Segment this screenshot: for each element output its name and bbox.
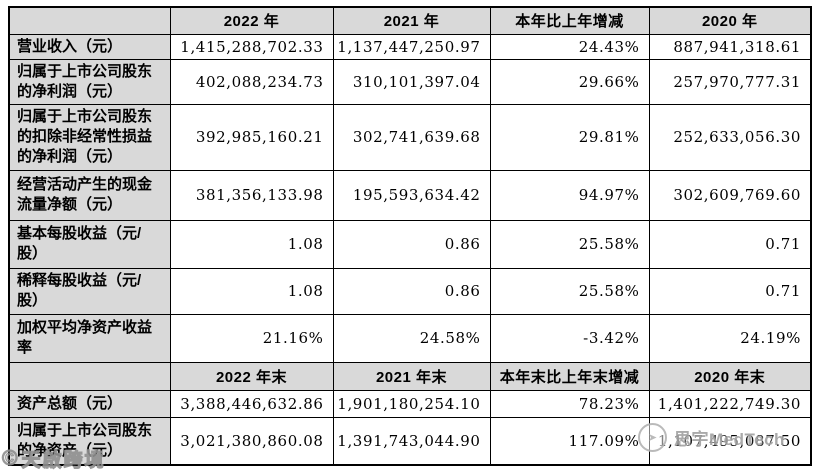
value-cell-2022: 3,388,446,632.86	[169, 389, 334, 418]
column-header: 2022 年末	[169, 361, 334, 391]
change-cell: 25.58%	[489, 267, 650, 315]
value-cell-2022: 21.16%	[169, 313, 334, 363]
row-label-cell: 归属于上市公司股东的净利润（元）	[8, 58, 171, 105]
value-cell-2022: 381,356,133.98	[169, 169, 334, 221]
table-row: 归属于上市公司股东的净资产（元） 3,021,380,860.08 1,391,74…	[8, 416, 812, 466]
row-label-cell: 经营活动产生的现金流量净额（元）	[8, 169, 171, 221]
value-cell-2020: 1,401,222,749.30	[648, 389, 812, 418]
row-label-cell: 归属于上市公司股东的净资产（元）	[8, 416, 171, 466]
table-row: 加权平均净资产收益率 21.16% 24.58% -3.42% 24.19%	[8, 313, 812, 363]
table-row: 稀释每股收益（元/股） 1.08 0.86 25.58% 0.71	[8, 267, 812, 315]
value-cell-2021: 1,901,180,254.10	[332, 389, 491, 418]
value-cell-2020: 1,107,495,087.50	[648, 416, 812, 466]
change-cell: 78.23%	[489, 389, 650, 418]
row-label-cell: 稀释每股收益（元/股）	[8, 267, 171, 315]
column-header: 本年比上年增减	[489, 6, 650, 35]
value-cell-2021: 302,741,639.68	[332, 103, 491, 171]
section2-header-row: 2022 年末 2021 年末 本年末比上年末增减 2020 年末	[8, 361, 812, 391]
column-header: 2021 年末	[332, 361, 491, 391]
change-cell: 94.97%	[489, 169, 650, 221]
change-cell: 29.66%	[489, 58, 650, 105]
value-cell-2021: 0.86	[332, 219, 491, 269]
value-cell-2020: 0.71	[648, 219, 812, 269]
table-row: 营业收入（元） 1,415,288,702.33 1,137,447,250.97 2…	[8, 33, 812, 60]
change-cell: 29.81%	[489, 103, 650, 171]
value-cell-2022: 1.08	[169, 219, 334, 269]
table-row: 资产总额（元） 3,388,446,632.86 1,901,180,254.10 7…	[8, 389, 812, 418]
column-header: 2022 年	[169, 6, 334, 35]
value-cell-2022: 1.08	[169, 267, 334, 315]
value-cell-2021: 1,137,447,250.97	[332, 33, 491, 60]
value-cell-2021: 195,593,634.42	[332, 169, 491, 221]
column-header: 2020 年	[648, 6, 812, 35]
value-cell-2022: 392,985,160.21	[169, 103, 334, 171]
value-cell-2022: 1,415,288,702.33	[169, 33, 334, 60]
financial-summary-table: 2022 年 2021 年本年比上年增减 2020 年营业收入（元） 1,415,28…	[8, 6, 812, 466]
value-cell-2020: 257,970,777.31	[648, 58, 812, 105]
value-cell-2021: 310,101,397.04	[332, 58, 491, 105]
column-header: 2020 年末	[648, 361, 812, 391]
row-label-cell: 基本每股收益（元/股）	[8, 219, 171, 269]
value-cell-2020: 887,941,318.61	[648, 33, 812, 60]
value-cell-2020: 24.19%	[648, 313, 812, 363]
row-label-cell: 资产总额（元）	[8, 389, 171, 418]
value-cell-2022: 3,021,380,860.08	[169, 416, 334, 466]
value-cell-2021: 24.58%	[332, 313, 491, 363]
change-cell: 24.43%	[489, 33, 650, 60]
change-cell: 117.09%	[489, 416, 650, 466]
column-header	[8, 361, 171, 391]
column-header: 2021 年	[332, 6, 491, 35]
change-cell: 25.58%	[489, 219, 650, 269]
table-row: 归属于上市公司股东的扣除非经常性损益的净利润（元） 392,985,160.21 3…	[8, 103, 812, 171]
value-cell-2022: 402,088,234.73	[169, 58, 334, 105]
section1-header-row: 2022 年 2021 年本年比上年增减 2020 年	[8, 6, 812, 35]
table-row: 经营活动产生的现金流量净额（元） 381,356,133.98 195,593,63…	[8, 169, 812, 221]
column-header	[8, 6, 171, 35]
value-cell-2021: 0.86	[332, 267, 491, 315]
table-row: 基本每股收益（元/股） 1.08 0.86 25.58% 0.71	[8, 219, 812, 269]
value-cell-2020: 302,609,769.60	[648, 169, 812, 221]
change-cell: -3.42%	[489, 313, 650, 363]
column-header: 本年末比上年末增减	[489, 361, 650, 391]
row-label-cell: 营业收入（元）	[8, 33, 171, 60]
value-cell-2020: 252,633,056.30	[648, 103, 812, 171]
row-label-cell: 加权平均净资产收益率	[8, 313, 171, 363]
value-cell-2021: 1,391,743,044.90	[332, 416, 491, 466]
row-label-cell: 归属于上市公司股东的扣除非经常性损益的净利润（元）	[8, 103, 171, 171]
value-cell-2020: 0.71	[648, 267, 812, 315]
table-row: 归属于上市公司股东的净利润（元） 402,088,234.73 310,101,39…	[8, 58, 812, 105]
